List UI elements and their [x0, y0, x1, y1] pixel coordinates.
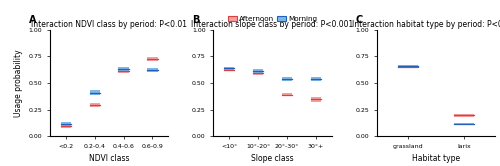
Bar: [118, 69, 129, 73]
Title: Interaction slope class by period: P<0.001: Interaction slope class by period: P<0.0…: [192, 20, 354, 29]
Bar: [253, 69, 264, 73]
Title: Interaction NDVI class by period: P<0.01: Interaction NDVI class by period: P<0.01: [31, 20, 187, 29]
Bar: [148, 57, 158, 61]
Bar: [90, 103, 100, 107]
Bar: [310, 97, 321, 102]
Bar: [90, 90, 100, 95]
Title: Interaction habitat type by period: P<0.001: Interaction habitat type by period: P<0.…: [352, 20, 500, 29]
Y-axis label: Usage probability: Usage probability: [14, 49, 23, 117]
Bar: [282, 77, 292, 81]
Text: C: C: [356, 15, 362, 25]
Bar: [224, 67, 234, 70]
Text: A: A: [28, 15, 36, 25]
X-axis label: NDVI class: NDVI class: [89, 154, 130, 163]
Bar: [282, 93, 292, 96]
Bar: [60, 124, 71, 128]
Bar: [118, 67, 129, 71]
Bar: [310, 77, 321, 81]
X-axis label: Slope class: Slope class: [251, 154, 294, 163]
Bar: [60, 122, 71, 126]
Bar: [398, 65, 418, 68]
Bar: [253, 71, 264, 75]
Bar: [398, 65, 418, 67]
Legend: Afternoon, Morning: Afternoon, Morning: [225, 13, 320, 25]
Bar: [454, 114, 474, 117]
Bar: [454, 123, 474, 125]
Bar: [224, 68, 234, 71]
Bar: [148, 68, 158, 72]
Text: B: B: [192, 15, 200, 25]
X-axis label: Habitat type: Habitat type: [412, 154, 460, 163]
